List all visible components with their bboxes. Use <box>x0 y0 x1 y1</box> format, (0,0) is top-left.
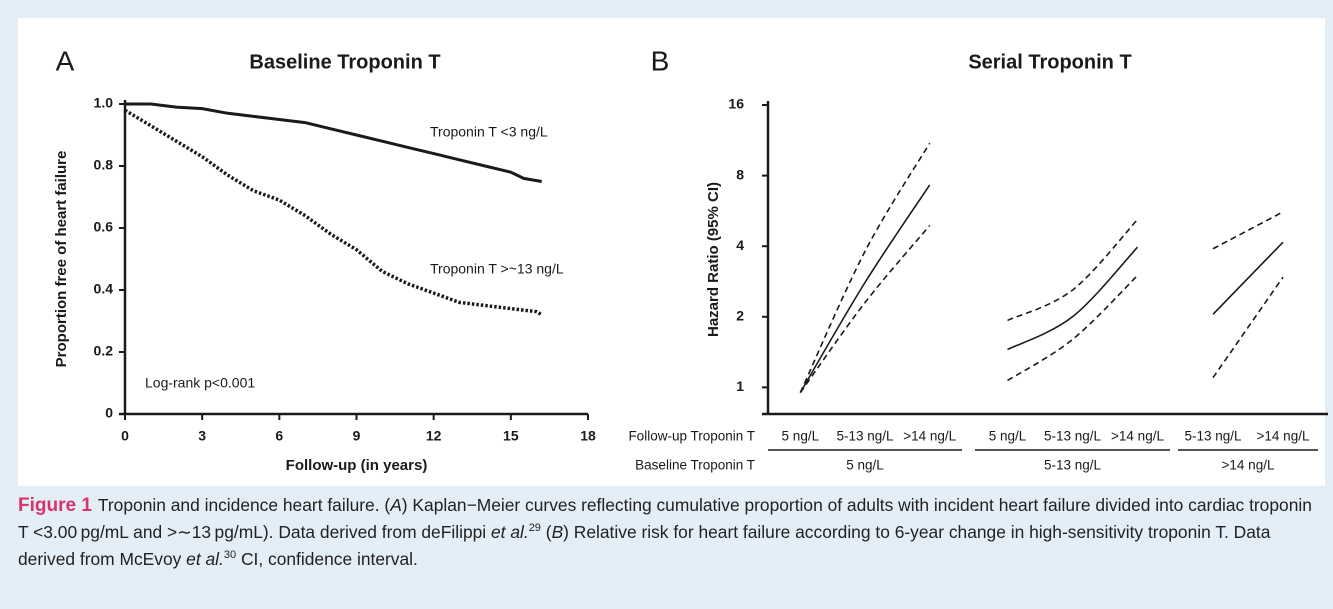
caption-ref: 30 <box>223 549 237 562</box>
caption-text: A <box>390 495 402 515</box>
y-tick-label: 2 <box>736 307 744 323</box>
x-tick-label: 6 <box>275 428 283 444</box>
y-tick-label: 16 <box>728 96 744 112</box>
x-tick-label: 9 <box>353 428 361 444</box>
x-tick-label: 5-13 ng/L <box>836 429 894 444</box>
row-label: Follow-up Troponin T <box>628 429 755 444</box>
estimate-line <box>1007 246 1139 351</box>
caption-text: ) Kaplan−Meier curves reflecting cumulat… <box>18 495 1312 542</box>
chart-title: Serial Troponin T <box>968 51 1131 73</box>
y-tick-label: 8 <box>736 166 744 182</box>
x-tick-label: 15 <box>503 428 519 444</box>
series-label: Troponin T >~13 ng/L <box>430 261 564 277</box>
panel-label: A <box>56 45 75 76</box>
row-label: Baseline Troponin T <box>635 458 755 473</box>
caption-text: Troponin and incidence heart failure. ( <box>97 495 391 515</box>
caption-text: et al. <box>490 522 529 542</box>
y-tick-label: 4 <box>736 237 744 253</box>
caption-text: et al. <box>186 549 224 569</box>
caption-text: ) Relative risk for heart failure accord… <box>18 522 1271 569</box>
x-tick-label: 3 <box>198 428 206 444</box>
figure: A Baseline Troponin T 0 0.2 0.4 0.6 0.8 1.0 Prop… <box>18 18 1328 486</box>
x-tick-label: >14 ng/L <box>1257 429 1310 444</box>
y-tick-label: 0.8 <box>94 157 114 173</box>
y-tick-label: 0.6 <box>94 219 114 235</box>
caption-ref: 29 <box>528 522 541 535</box>
caption-text: B <box>551 522 564 542</box>
y-tick-label: 0 <box>105 405 113 421</box>
estimate-line <box>1212 241 1284 315</box>
x-tick-label: 0 <box>121 428 129 444</box>
y-tick-label: 1.0 <box>94 95 114 111</box>
caption-text: CI, confidence interval. <box>236 549 418 569</box>
group-label: 5 ng/L <box>846 458 884 473</box>
x-tick-label: 5 ng/L <box>782 429 820 444</box>
x-axis-label: Follow-up (in years) <box>286 457 428 474</box>
chart-title: Baseline Troponin T <box>249 51 440 73</box>
series-label: Troponin T <3 ng/L <box>430 124 548 140</box>
x-tick-label: 12 <box>426 428 442 444</box>
caption-label: Figure 1 <box>18 495 92 516</box>
y-tick-label: 1 <box>736 378 744 394</box>
series-line <box>125 102 542 183</box>
ci-line <box>799 142 931 393</box>
y-axis-label: Hazard Ratio (95% CI) <box>705 182 722 337</box>
x-tick-label: >14 ng/L <box>903 429 956 444</box>
y-tick-label: 0.2 <box>94 343 114 359</box>
x-tick-label: 5-13 ng/L <box>1044 429 1102 444</box>
group-label: 5-13 ng/L <box>1044 458 1102 473</box>
y-tick-label: 0.4 <box>94 281 114 297</box>
annotation: Log-rank p<0.001 <box>145 375 255 391</box>
y-axis-label: Proportion free of heart failure <box>53 151 70 368</box>
caption: Figure 1 Troponin and incidence heart fai… <box>18 492 1318 573</box>
x-tick-label: 5 ng/L <box>989 429 1027 444</box>
figure-panel <box>18 18 1325 486</box>
ci-line <box>1212 276 1284 379</box>
panel-label: B <box>651 45 670 76</box>
x-tick-label: 18 <box>580 428 596 444</box>
ci-line <box>1212 211 1284 250</box>
x-tick-label: >14 ng/L <box>1111 429 1164 444</box>
ci-line <box>799 224 931 394</box>
x-tick-label: 5-13 ng/L <box>1184 429 1242 444</box>
group-label: >14 ng/L <box>1222 458 1275 473</box>
ci-line <box>1007 218 1139 322</box>
caption-text: ( <box>540 522 552 542</box>
estimate-line <box>799 184 931 394</box>
